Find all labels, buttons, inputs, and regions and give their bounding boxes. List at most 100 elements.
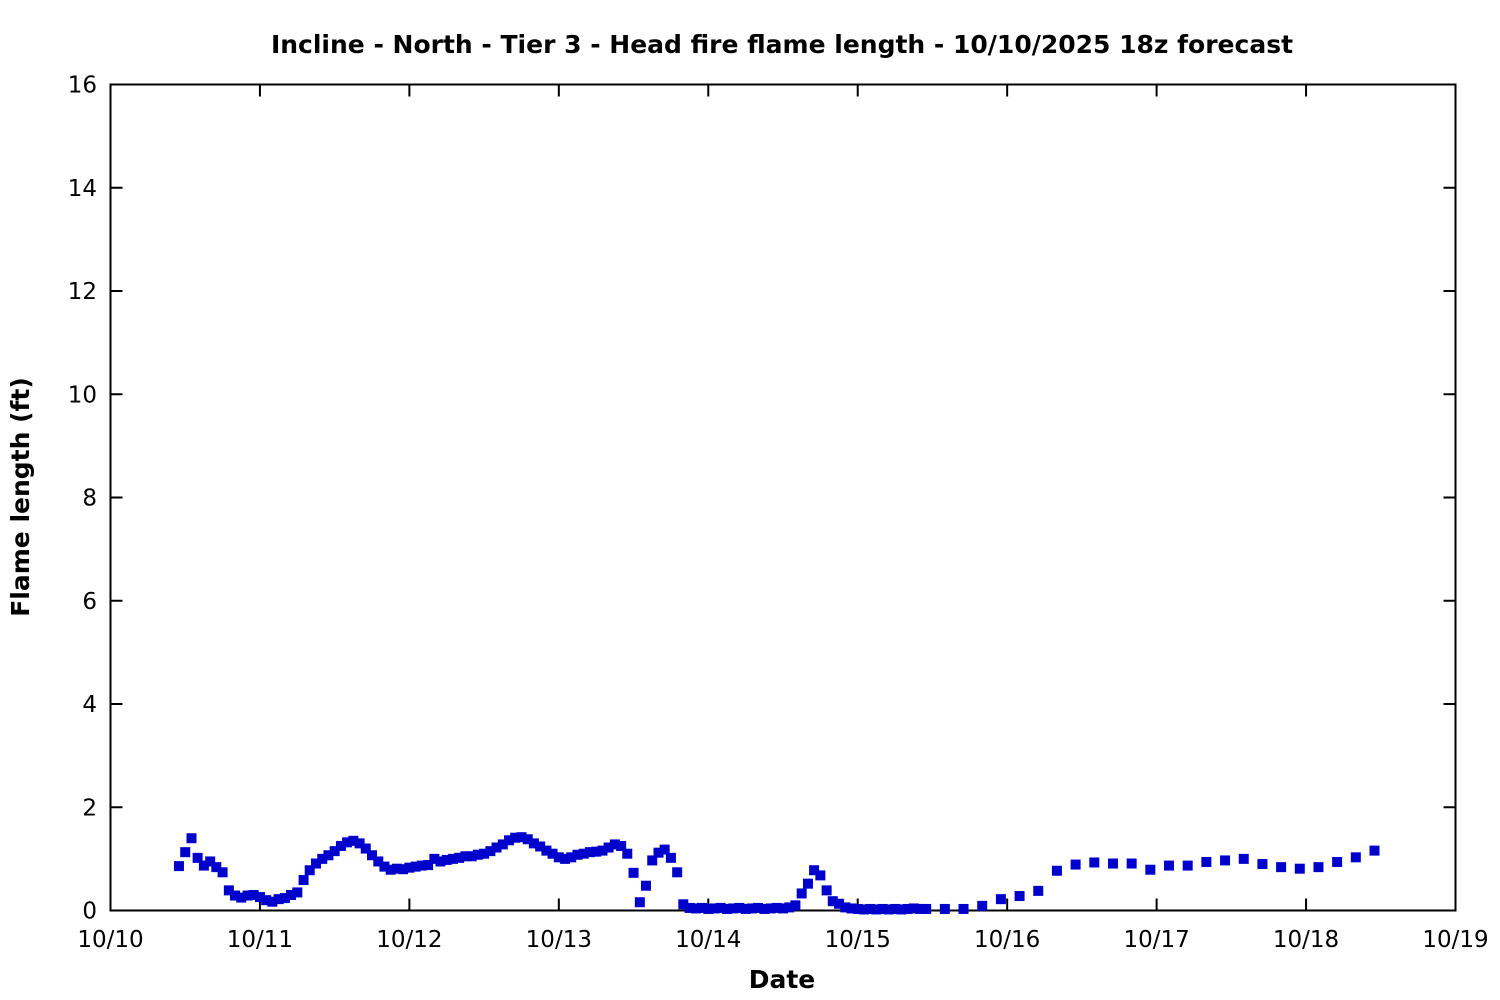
data-point bbox=[360, 843, 371, 854]
data-point bbox=[728, 903, 739, 914]
data-point bbox=[522, 834, 533, 845]
data-point bbox=[958, 903, 969, 914]
data-point bbox=[217, 867, 228, 878]
data-point bbox=[261, 895, 272, 906]
data-point bbox=[690, 903, 701, 914]
data-point bbox=[1033, 885, 1044, 896]
data-point bbox=[865, 903, 876, 914]
data-point bbox=[229, 890, 240, 901]
data-point bbox=[491, 842, 502, 853]
data-point bbox=[248, 890, 259, 901]
data-point bbox=[528, 838, 539, 849]
data-point bbox=[410, 861, 421, 872]
data-point bbox=[385, 864, 396, 875]
data-point bbox=[298, 875, 309, 886]
data-point bbox=[398, 864, 409, 875]
data-point bbox=[697, 902, 708, 913]
data-point bbox=[448, 853, 459, 864]
data-point bbox=[1070, 859, 1081, 870]
data-point bbox=[242, 890, 253, 901]
data-point bbox=[541, 845, 552, 856]
data-point bbox=[684, 902, 695, 913]
data-point bbox=[584, 847, 595, 858]
axes-border bbox=[109, 83, 1457, 912]
data-point bbox=[765, 903, 776, 914]
data-point bbox=[367, 850, 378, 861]
data-point bbox=[715, 902, 726, 913]
data-point bbox=[317, 853, 328, 864]
x-tick-label: 10/19 bbox=[1422, 927, 1488, 953]
data-point bbox=[279, 893, 290, 904]
data-point bbox=[173, 861, 184, 872]
data-point bbox=[335, 840, 346, 851]
data-point bbox=[466, 851, 477, 862]
y-tick-label: 6 bbox=[82, 589, 97, 615]
data-point bbox=[1350, 852, 1361, 863]
data-point bbox=[734, 902, 745, 913]
data-point bbox=[192, 852, 203, 863]
data-point bbox=[746, 903, 757, 914]
data-point bbox=[223, 885, 234, 896]
data-point bbox=[759, 903, 770, 914]
data-point bbox=[566, 852, 577, 863]
data-point bbox=[616, 840, 627, 851]
data-point bbox=[821, 885, 832, 896]
data-point bbox=[802, 878, 813, 889]
data-point bbox=[678, 899, 689, 910]
x-tick-label: 10/10 bbox=[77, 927, 143, 953]
data-point bbox=[721, 903, 732, 914]
data-point bbox=[1051, 865, 1062, 876]
y-tick-label: 16 bbox=[68, 73, 97, 99]
data-point bbox=[292, 887, 303, 898]
data-point bbox=[1220, 855, 1231, 866]
data-point bbox=[852, 903, 863, 914]
data-point bbox=[1107, 858, 1118, 869]
data-point bbox=[902, 903, 913, 914]
x-tick-label: 10/11 bbox=[227, 927, 293, 953]
data-point bbox=[659, 844, 670, 855]
data-point bbox=[329, 846, 340, 857]
y-tick-label: 2 bbox=[82, 795, 97, 821]
data-point bbox=[790, 900, 801, 911]
data-point bbox=[896, 904, 907, 915]
data-point bbox=[479, 848, 490, 859]
data-point bbox=[597, 845, 608, 856]
data-point bbox=[510, 832, 521, 843]
x-tick-label: 10/16 bbox=[974, 927, 1040, 953]
x-tick-label: 10/15 bbox=[825, 927, 891, 953]
data-point bbox=[921, 903, 932, 914]
data-point bbox=[504, 835, 515, 846]
y-axis-label: Flame length (ft) bbox=[6, 377, 35, 617]
data-point bbox=[591, 846, 602, 857]
chart-title: Incline - North - Tier 3 - Head fire fla… bbox=[271, 30, 1293, 59]
data-point bbox=[1294, 863, 1305, 874]
data-point bbox=[379, 861, 390, 872]
data-point bbox=[354, 838, 365, 849]
data-point bbox=[1201, 856, 1212, 867]
data-point bbox=[840, 902, 851, 913]
data-point bbox=[846, 903, 857, 914]
data-point bbox=[809, 865, 820, 876]
data-point bbox=[877, 903, 888, 914]
data-point bbox=[1164, 860, 1175, 871]
y-tick-label: 8 bbox=[82, 486, 97, 512]
data-point bbox=[883, 904, 894, 915]
data-point bbox=[740, 903, 751, 914]
data-point bbox=[1313, 862, 1324, 873]
data-point bbox=[535, 841, 546, 852]
x-tick-label: 10/18 bbox=[1273, 927, 1339, 953]
data-point bbox=[622, 848, 633, 859]
data-point bbox=[547, 848, 558, 859]
y-tick-label: 0 bbox=[82, 899, 97, 925]
data-point bbox=[497, 839, 508, 850]
data-point bbox=[267, 896, 278, 907]
data-point bbox=[753, 902, 764, 913]
data-point bbox=[429, 853, 440, 864]
data-point bbox=[834, 898, 845, 909]
data-point bbox=[771, 902, 782, 913]
data-point bbox=[323, 850, 334, 861]
data-point bbox=[827, 896, 838, 907]
data-point bbox=[211, 862, 222, 873]
